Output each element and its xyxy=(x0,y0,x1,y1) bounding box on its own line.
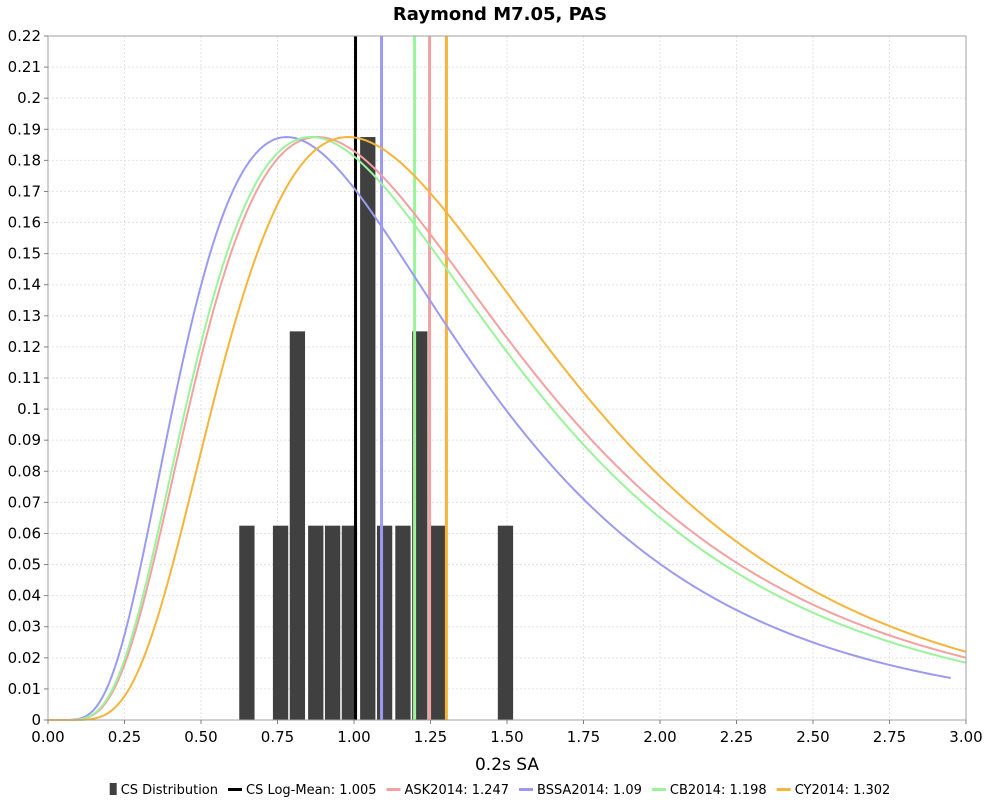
legend-label: CS Distribution xyxy=(121,783,218,798)
y-tick-label: 0.22 xyxy=(8,27,41,45)
curve-bssa2014 xyxy=(48,136,951,721)
histogram-bar xyxy=(497,525,514,720)
x-tick-label: 3.00 xyxy=(949,728,982,746)
histogram-bar xyxy=(430,525,446,720)
x-tick-label: 0.25 xyxy=(108,728,141,746)
x-tick-label: 0.50 xyxy=(184,728,217,746)
y-tick-label: 0.02 xyxy=(8,649,41,667)
y-tick-label: 0.05 xyxy=(8,556,41,574)
y-tick-label: 0.15 xyxy=(8,245,41,263)
legend-label: CB2014: 1.198 xyxy=(670,783,767,798)
curve-ask2014 xyxy=(48,136,967,721)
x-tick-label: 0.75 xyxy=(261,728,294,746)
x-tick-label: 2.00 xyxy=(643,728,676,746)
distribution-curves xyxy=(48,136,967,721)
legend-swatch xyxy=(228,788,242,791)
legend-swatch xyxy=(651,788,666,791)
y-tick-label: 0.11 xyxy=(8,369,41,387)
histogram-bar xyxy=(289,331,306,720)
plot-area xyxy=(47,35,967,721)
y-tick-label: 0.21 xyxy=(8,58,41,76)
histogram-bar xyxy=(324,525,341,720)
y-axis-ticks: 0 0.01 0.02 0.03 0.04 0.05 0.06 0.07 0.08 0.09 0.1… xyxy=(8,27,48,729)
x-tick-label: 1.00 xyxy=(337,728,370,746)
curve-cy2014 xyxy=(48,136,967,721)
grid-lines xyxy=(47,35,967,721)
legend-swatch xyxy=(776,788,791,791)
legend-swatch xyxy=(109,783,117,795)
legend-label: CY2014: 1.302 xyxy=(795,783,891,798)
histogram-bar xyxy=(376,525,393,720)
y-tick-label: 0.13 xyxy=(8,307,41,325)
y-tick-label: 0.19 xyxy=(8,120,41,138)
x-tick-label: 2.50 xyxy=(796,728,829,746)
histogram-bar xyxy=(272,525,289,720)
y-tick-label: 0 xyxy=(31,711,41,729)
x-tick-label: 1.75 xyxy=(567,728,600,746)
mean-lines xyxy=(354,36,448,720)
legend-swatch xyxy=(386,788,401,791)
legend-item: CS Log-Mean: 1.005 xyxy=(228,783,377,798)
histogram-bar xyxy=(341,525,358,720)
curve-cb2014 xyxy=(48,136,967,721)
legend-item: ASK2014: 1.247 xyxy=(386,783,509,798)
histogram-bar xyxy=(360,137,376,720)
y-tick-label: 0.1 xyxy=(17,400,41,418)
legend-swatch xyxy=(519,788,533,791)
y-tick-label: 0.08 xyxy=(8,462,41,480)
y-tick-label: 0.03 xyxy=(8,618,41,636)
x-tick-label: 0.00 xyxy=(31,728,64,746)
chart-title: Raymond M7.05, PAS xyxy=(393,4,607,25)
histogram-bar xyxy=(308,525,324,720)
y-tick-label: 0.17 xyxy=(8,182,41,200)
y-tick-label: 0.12 xyxy=(8,338,41,356)
x-tick-label: 2.25 xyxy=(720,728,753,746)
y-tick-label: 0.16 xyxy=(8,214,41,232)
histogram-bar xyxy=(239,525,255,720)
legend-label: ASK2014: 1.247 xyxy=(405,783,509,798)
y-tick-label: 0.06 xyxy=(8,524,41,542)
x-axis-label: 0.2s SA xyxy=(475,755,539,775)
y-tick-label: 0.14 xyxy=(8,276,41,294)
legend-item: CS Distribution xyxy=(109,783,218,798)
histogram-bar xyxy=(395,525,411,720)
y-tick-label: 0.09 xyxy=(8,431,41,449)
x-tick-label: 2.75 xyxy=(873,728,906,746)
legend-label: BSSA2014: 1.09 xyxy=(537,783,642,798)
y-tick-label: 0.04 xyxy=(8,587,41,605)
legend-item: BSSA2014: 1.09 xyxy=(519,783,642,798)
x-tick-label: 1.25 xyxy=(414,728,447,746)
legend-item: CY2014: 1.302 xyxy=(776,783,891,798)
legend: CS Distribution CS Log-Mean: 1.005 ASK2014… xyxy=(109,783,891,798)
y-tick-label: 0.2 xyxy=(17,89,41,107)
y-tick-label: 0.01 xyxy=(8,680,41,698)
y-tick-label: 0.07 xyxy=(8,493,41,511)
legend-item: CB2014: 1.198 xyxy=(651,783,767,798)
x-axis-ticks: 0.00 0.25 0.50 0.75 1.00 1.25 1.50 1.75 2.00 2.25… xyxy=(31,720,983,746)
legend-label: CS Log-Mean: 1.005 xyxy=(246,783,377,798)
x-tick-label: 1.50 xyxy=(490,728,523,746)
y-tick-label: 0.18 xyxy=(8,151,41,169)
